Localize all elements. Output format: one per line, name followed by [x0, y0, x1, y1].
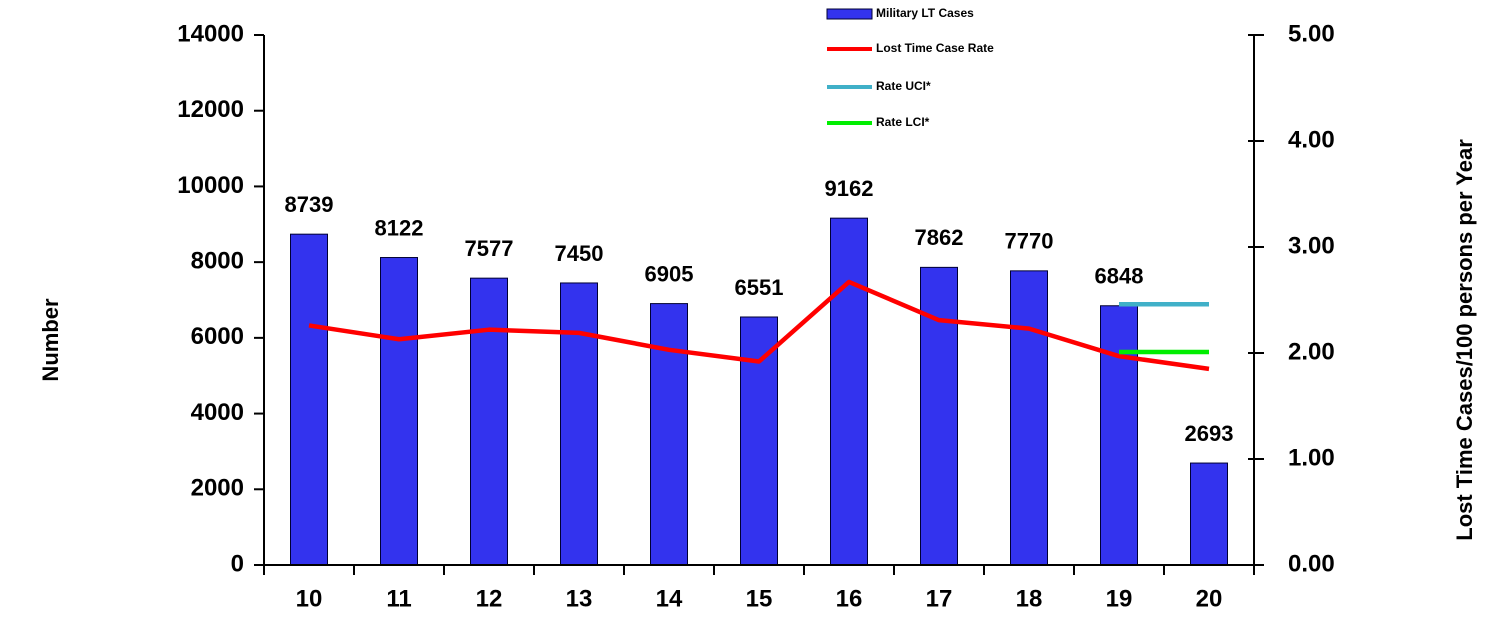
y-tick-label: 6000 — [191, 323, 244, 350]
y2-tick-label: 0.00 — [1288, 550, 1335, 577]
data-label: 7450 — [555, 241, 604, 266]
y-tick-label: 10000 — [177, 172, 244, 199]
data-label: 7577 — [465, 236, 514, 261]
bar — [740, 316, 778, 566]
bar — [650, 303, 688, 566]
x-tick-label: 14 — [656, 585, 683, 612]
x-tick-label: 11 — [386, 585, 411, 612]
y2-tick-label: 2.00 — [1288, 338, 1335, 365]
data-label: 7862 — [915, 225, 964, 250]
y-tick-label: 12000 — [177, 96, 244, 123]
bar — [1100, 305, 1138, 566]
legend-swatch — [826, 8, 873, 20]
bar — [830, 217, 868, 566]
data-label: 9162 — [825, 176, 874, 201]
bar — [1190, 462, 1228, 566]
data-label: 7770 — [1005, 229, 1054, 254]
x-tick-label: 17 — [926, 585, 953, 612]
x-tick-label: 10 — [296, 585, 323, 612]
data-label: 2693 — [1185, 421, 1234, 446]
line — [308, 279, 1210, 372]
x-tick-label: 13 — [566, 585, 593, 612]
data-label: 8739 — [285, 192, 334, 217]
x-tick-label: 12 — [476, 585, 503, 612]
y-tick-label: 0 — [231, 550, 244, 577]
legend-label: Rate UCI* — [876, 79, 931, 93]
y-tick-label: 8000 — [191, 247, 244, 274]
bar — [560, 282, 598, 566]
x-tick-label: 16 — [836, 585, 863, 612]
bar — [1010, 270, 1048, 566]
y2-axis-label: Lost Time Cases/100 persons per Year — [1452, 139, 1477, 541]
y-tick-label: 14000 — [177, 20, 244, 47]
data-label: 6848 — [1095, 264, 1144, 289]
y2-tick-label: 1.00 — [1288, 444, 1335, 471]
data-label: 6905 — [645, 261, 694, 286]
y-tick-label: 2000 — [191, 475, 244, 502]
y-axis-label: Number — [38, 298, 63, 382]
x-tick-label: 20 — [1196, 585, 1223, 612]
bar — [470, 277, 508, 566]
x-tick-label: 15 — [746, 585, 773, 612]
x-tick-label: 18 — [1016, 585, 1043, 612]
bar — [920, 266, 958, 566]
legend-label: Lost Time Case Rate — [876, 41, 994, 55]
data-label: 8122 — [375, 215, 424, 240]
y2-tick-label: 3.00 — [1288, 232, 1335, 259]
y-tick-label: 4000 — [191, 399, 244, 426]
bar — [380, 257, 418, 566]
x-tick-label: 19 — [1106, 585, 1133, 612]
legend-label: Rate LCI* — [876, 115, 930, 129]
y2-tick-label: 5.00 — [1288, 20, 1335, 47]
y2-tick-label: 4.00 — [1288, 126, 1335, 153]
legend-label: Military LT Cases — [876, 6, 974, 20]
bar — [290, 233, 328, 566]
data-label: 6551 — [735, 275, 784, 300]
